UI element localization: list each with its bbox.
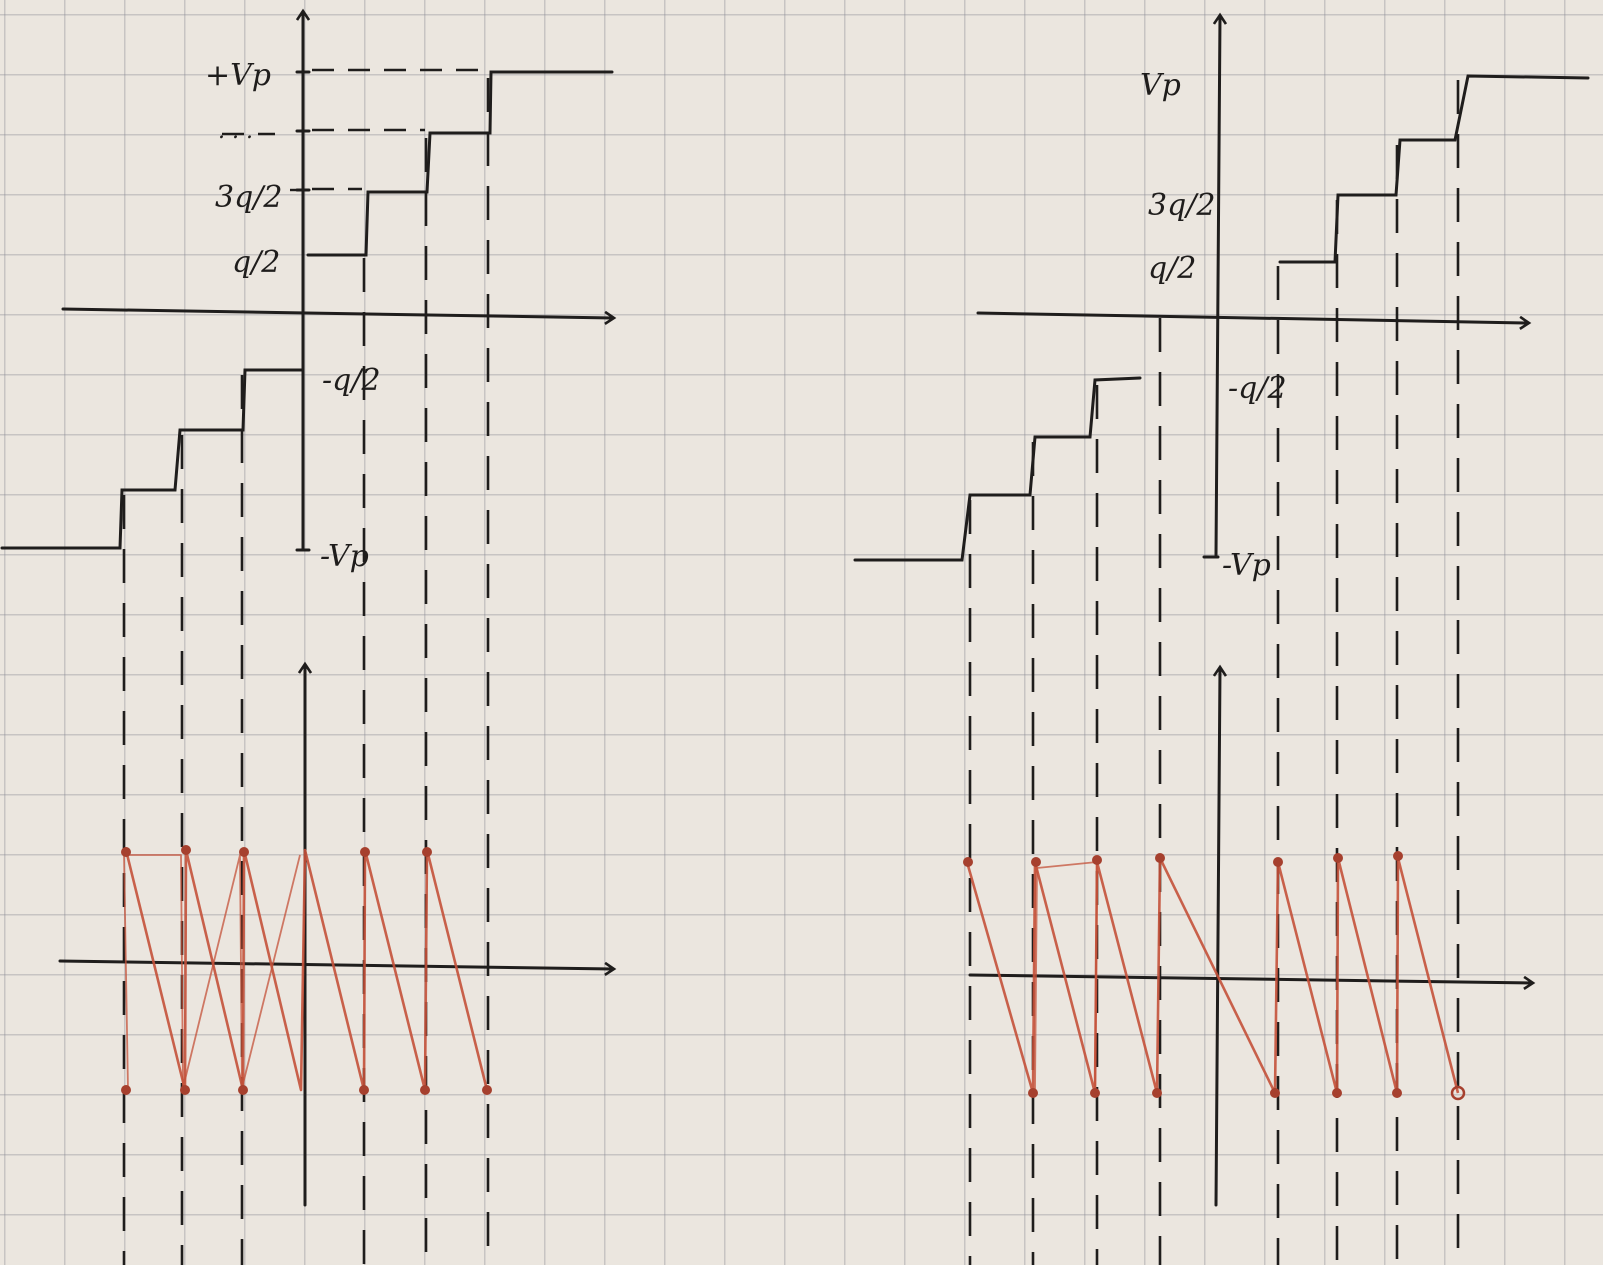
left-figure: +Vp . . . 3q/2 q/2 -q/2 -Vp (0, 12, 614, 1265)
right-label-q2: q/2 (1148, 251, 1196, 286)
left-label-minus-q2: -q/2 (322, 363, 381, 398)
left-label-q2: q/2 (232, 245, 280, 280)
left-label-minus-vp: -Vp (320, 539, 369, 574)
left-label-3q2: 3q/2 (215, 180, 283, 215)
left-error-x-axis (58, 959, 613, 969)
right-quantizer-x-axis (976, 311, 1528, 323)
left-error-sawtooth-overdraw (123, 854, 301, 1091)
left-label-plus-vp: +Vp (205, 58, 271, 93)
left-error-sawtooth (124, 848, 489, 1092)
right-error-x-axis (968, 973, 1532, 983)
left-staircase (0, 368, 304, 550)
left-staircase-positive (306, 70, 614, 257)
right-label-minus-vp: -Vp (1222, 548, 1271, 583)
left-error-dots (121, 845, 492, 1095)
right-figure: Vp 3q/2 q/2 -q/2 -Vp (853, 16, 1590, 1265)
right-label-vp: Vp (1140, 68, 1181, 103)
left-quantizer-x-axis (61, 307, 613, 318)
right-quantizer-y-axis (1216, 16, 1220, 557)
left-label-dots: . . . (218, 119, 253, 144)
right-error-dots (963, 851, 1466, 1101)
right-label-minus-q2: -q/2 (1228, 371, 1287, 406)
right-error-sawtooth (965, 856, 1460, 1095)
right-label-3q2: 3q/2 (1148, 188, 1216, 223)
right-staircase-positive (1278, 74, 1590, 264)
right-error-y-axis (1216, 668, 1220, 1207)
right-error-sawtooth-overdraw (1034, 861, 1098, 1093)
